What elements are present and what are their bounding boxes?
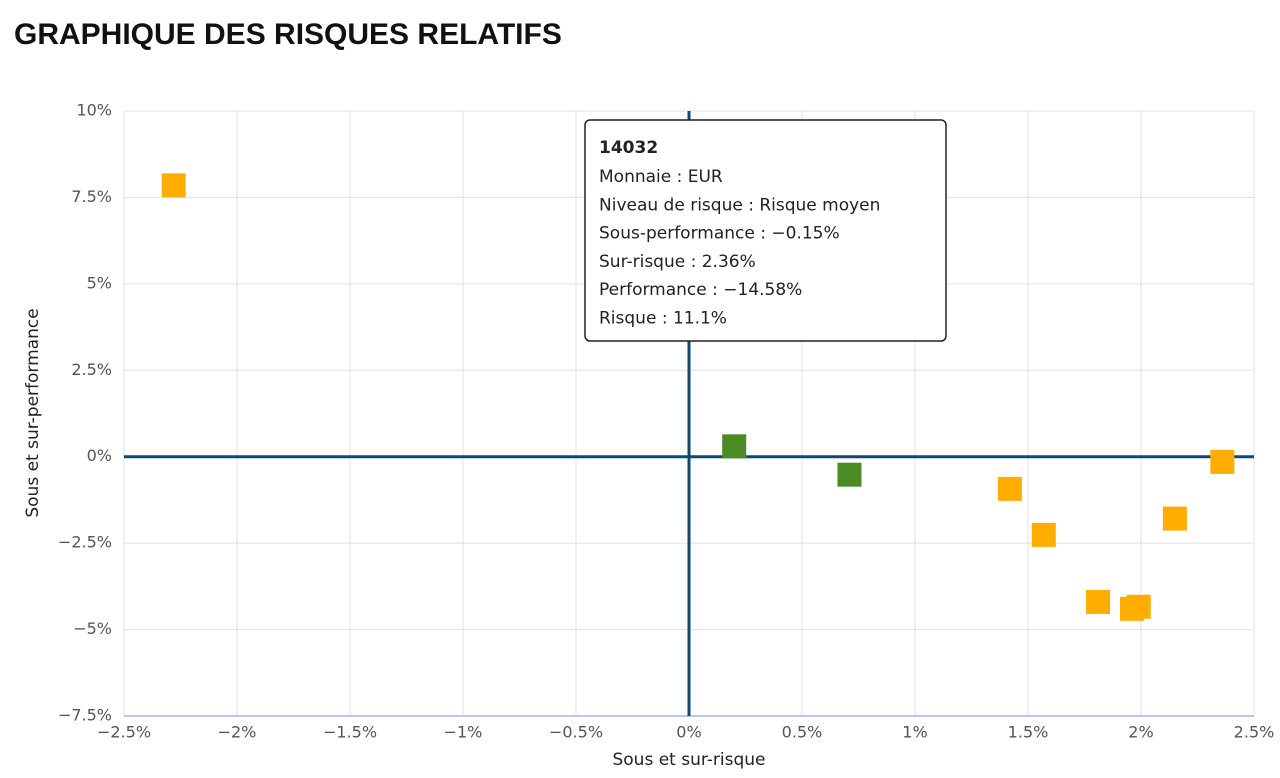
point — [161, 173, 186, 198]
x-tick-label: 2% — [1128, 723, 1153, 742]
tooltip-line: Niveau de risque : Risque moyen — [599, 195, 880, 215]
y-tick-label: −5% — [73, 619, 112, 638]
point — [1031, 522, 1056, 547]
y-tick-label: −2.5% — [58, 533, 112, 552]
x-tick-label: 0% — [676, 723, 701, 742]
y-tick-label: −7.5% — [58, 706, 112, 725]
y-tick-label: 7.5% — [71, 187, 112, 206]
x-tick-label: −2% — [218, 723, 257, 742]
y-axis-title: Sous et sur-performance — [23, 308, 43, 517]
point — [1086, 589, 1111, 614]
point — [1126, 594, 1151, 619]
x-tick-label: −1% — [444, 723, 483, 742]
tooltip-line: Performance : −14.58% — [599, 280, 802, 300]
tooltip-box — [584, 119, 947, 342]
tooltip-title: 14032 — [599, 138, 658, 158]
x-tick-label: 0.5% — [782, 723, 823, 742]
point — [997, 476, 1022, 501]
point — [837, 462, 862, 487]
point — [1210, 449, 1235, 474]
y-tick-label: 2.5% — [71, 360, 112, 379]
y-tick-label: 10% — [76, 101, 112, 120]
y-tick-label: 0% — [87, 446, 112, 465]
tooltip-line: Monnaie : EUR — [599, 167, 723, 187]
tooltip: 14032 Monnaie : EUR Niveau de risque : Ris… — [584, 119, 947, 342]
x-tick-label: 1% — [902, 723, 927, 742]
point — [1162, 506, 1187, 531]
y-tick-label: 5% — [87, 273, 112, 292]
x-tick-label: −2.5% — [97, 723, 151, 742]
x-tick-label: 1.5% — [1008, 723, 1049, 742]
tooltip-line: Sur-risque : 2.36% — [599, 252, 756, 272]
tooltip-line: Risque : 11.1% — [599, 309, 727, 329]
chart-title: GRAPHIQUE DES RISQUES RELATIFS — [14, 18, 562, 51]
x-tick-label: −0.5% — [549, 723, 603, 742]
x-axis-title: Sous et sur-risque — [612, 750, 765, 770]
point — [722, 434, 747, 459]
x-tick-label: 2.5% — [1234, 723, 1275, 742]
x-tick-label: −1.5% — [323, 723, 377, 742]
tooltip-line: Sous-performance : −0.15% — [599, 224, 840, 244]
